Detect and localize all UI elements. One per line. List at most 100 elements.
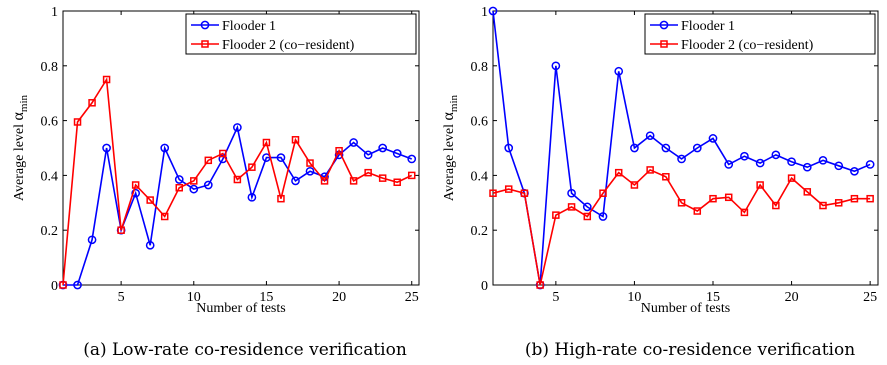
figure-caption: (a) Low-rate co-residence verification (83, 340, 407, 360)
data-point (755, 158, 765, 168)
figure-caption: (b) High-rate co-residence verification (525, 340, 855, 360)
y-axis-label-main: Average level (442, 120, 457, 201)
x-axis-label: Number of tests (196, 301, 285, 316)
data-point (834, 161, 844, 171)
data-point (393, 178, 401, 186)
data-point (131, 188, 141, 198)
data-point (306, 159, 314, 167)
data-point (614, 66, 624, 76)
data-point (520, 189, 529, 197)
data-point (724, 193, 733, 202)
data-point (233, 175, 242, 184)
x-axis-label: Number of tests (641, 301, 730, 316)
y-tick-label: 0.8 (471, 60, 489, 75)
x-tick-label: 10 (627, 290, 641, 305)
data-point (335, 146, 343, 155)
data-point (204, 156, 213, 165)
series-line-2 (62, 77, 413, 286)
data-point (692, 143, 702, 153)
data-point (146, 196, 154, 204)
legend-entry-label: Flooder 2 (co−resident) (222, 38, 355, 53)
data-point (88, 99, 96, 107)
data-point (740, 151, 749, 161)
data-point (131, 181, 140, 189)
chart-high-rate: 5 10 15 20 25 0 0.2 0.4 0.6 0.8 1 Number of tests Av… (440, 5, 879, 360)
data-point (407, 154, 417, 164)
data-point (598, 212, 608, 221)
data-point (203, 180, 213, 190)
y-axis-label: Average level αmin (440, 94, 460, 201)
data-point (582, 202, 592, 212)
data-point (349, 177, 358, 185)
data-point (819, 201, 827, 210)
data-point (349, 138, 358, 147)
legend-box (185, 13, 417, 55)
data-point (160, 212, 169, 221)
data-point (661, 143, 671, 153)
data-point (693, 207, 702, 215)
data-point (378, 174, 387, 182)
data-point (551, 61, 561, 71)
legend-entry-label: Flooder 1 (222, 19, 276, 34)
data-point (174, 175, 184, 184)
legend-box (644, 13, 876, 55)
legend-entry-label: Flooder 1 (681, 19, 735, 34)
data-point (536, 281, 544, 289)
y-tick-label: 0.6 (471, 115, 489, 130)
data-point (850, 166, 859, 176)
data-point (772, 201, 780, 210)
data-point (189, 184, 199, 194)
data-point (646, 166, 654, 174)
data-point (504, 143, 514, 153)
data-point (117, 226, 125, 234)
data-point (160, 143, 170, 153)
y-axis-label-symbol: α (440, 111, 457, 120)
y-tick-label: 1 (481, 5, 488, 20)
data-point (102, 143, 111, 153)
y-tick-label: 0.2 (41, 224, 59, 239)
data-point (378, 143, 388, 153)
data-point (630, 143, 639, 153)
data-point (567, 188, 576, 198)
data-point (219, 149, 227, 158)
y-axis-label-subscript: min (448, 94, 460, 112)
data-point (320, 177, 329, 185)
data-point (865, 160, 875, 169)
x-tick-label: 20 (332, 290, 346, 305)
y-tick-label: 0.4 (471, 169, 489, 184)
data-point (662, 173, 670, 181)
data-point (364, 168, 372, 177)
data-point (614, 168, 623, 177)
data-point (645, 131, 655, 141)
data-point (850, 194, 859, 203)
data-point (407, 171, 416, 180)
data-point (740, 208, 749, 217)
data-point (708, 134, 718, 143)
x-tick-label: 15 (706, 290, 720, 305)
data-point (834, 199, 843, 207)
data-point (787, 157, 796, 167)
data-point (630, 181, 639, 189)
legend: Flooder 1 Flooder 2 (co−resident) (185, 13, 417, 55)
data-point (59, 281, 67, 289)
data-point (233, 123, 242, 132)
data-point (276, 153, 286, 162)
data-point (305, 166, 315, 176)
legend-swatch-marker (659, 20, 669, 30)
data-point (803, 188, 812, 196)
data-point (504, 185, 513, 193)
y-axis-label: Average level αmin (10, 94, 30, 201)
y-axis-label-subscript: min (18, 94, 30, 112)
x-tick-label: 10 (187, 290, 201, 305)
data-point (247, 192, 257, 202)
plot-area (492, 10, 879, 286)
data-point (677, 199, 686, 207)
data-point (262, 138, 271, 147)
y-tick-label: 0.2 (471, 224, 489, 239)
y-tick-label: 0.8 (41, 60, 59, 75)
y-axis-label-main: Average level (12, 120, 27, 201)
legend-swatch-marker (660, 40, 668, 48)
data-point (787, 174, 796, 182)
data-point (190, 177, 198, 185)
x-tick-label: 5 (118, 290, 125, 305)
